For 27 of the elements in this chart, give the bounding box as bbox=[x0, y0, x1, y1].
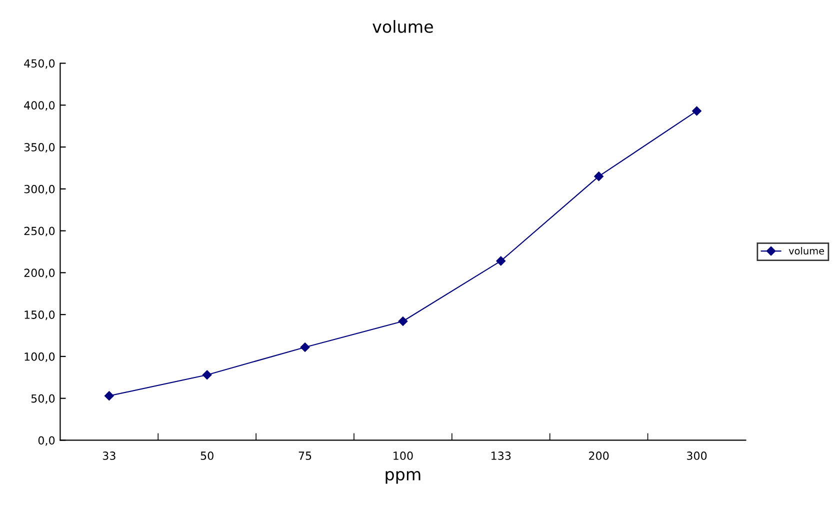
x-tick-label: 33 bbox=[102, 452, 116, 460]
y-tick-label: 300,0 bbox=[24, 184, 55, 194]
x-tick-label: 100 bbox=[394, 452, 413, 460]
x-tick-label: 300 bbox=[686, 452, 707, 460]
y-tick-label: 50,0 bbox=[31, 394, 55, 404]
point bbox=[202, 370, 212, 380]
y-tick-label: 400,0 bbox=[24, 101, 55, 111]
x-tick-label: 50 bbox=[200, 452, 214, 460]
point bbox=[594, 172, 604, 181]
y-tick-label: 150,0 bbox=[24, 310, 55, 320]
chart-title: volume bbox=[372, 20, 433, 33]
legend-label: volume bbox=[788, 247, 824, 255]
y-tick-label: 350,0 bbox=[24, 142, 55, 153]
x-axis-title: ppm bbox=[386, 470, 420, 484]
point bbox=[300, 342, 310, 352]
point bbox=[496, 256, 506, 266]
point bbox=[104, 391, 114, 400]
point bbox=[692, 106, 702, 116]
x-tick-label: 200 bbox=[589, 452, 609, 460]
y-tick-label: 0,0 bbox=[38, 436, 55, 446]
y-tick-label: 100,0 bbox=[24, 352, 55, 362]
x-tick-label: 133 bbox=[492, 452, 511, 460]
y-tick-label: 450,0 bbox=[24, 59, 55, 69]
point bbox=[398, 316, 408, 326]
x-tick-label: 75 bbox=[298, 452, 312, 460]
y-tick-label: 200,0 bbox=[24, 268, 55, 278]
y-tick-label: 250,0 bbox=[24, 226, 55, 236]
